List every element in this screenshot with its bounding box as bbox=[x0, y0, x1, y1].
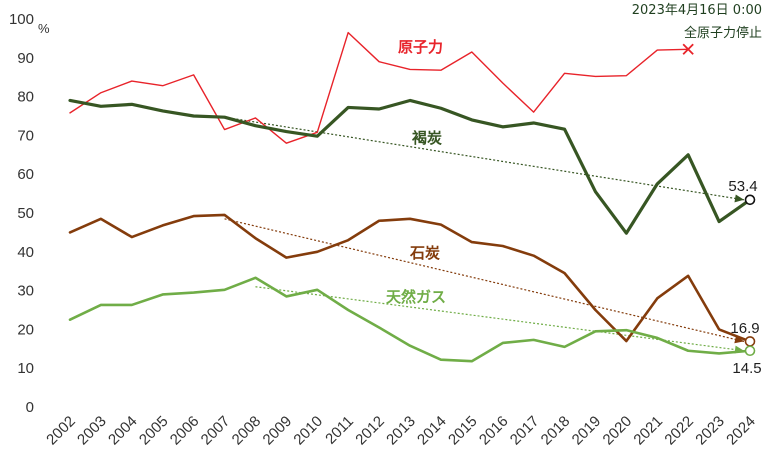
series-label-nuclear: 原子力 bbox=[398, 38, 443, 56]
x-tick-label-2011: 2011 bbox=[322, 413, 357, 448]
series-lines bbox=[68, 31, 752, 363]
x-tick-label-2007: 2007 bbox=[198, 413, 234, 449]
x-tick-label-2017: 2017 bbox=[507, 413, 543, 449]
series-line-1 bbox=[68, 98, 752, 235]
trend-lines bbox=[224, 116, 745, 354]
series-label-lignite: 褐炭 bbox=[411, 129, 442, 147]
end-label-lignite: 53.4 bbox=[728, 178, 757, 195]
series-label-gas: 天然ガス bbox=[386, 288, 446, 306]
x-tick-label-2015: 2015 bbox=[445, 413, 481, 449]
x-tick-label-2010: 2010 bbox=[290, 413, 326, 449]
end-markers bbox=[682, 43, 756, 357]
annotation-event: 全原子力停止 bbox=[684, 25, 762, 41]
y-tick-label-100: 100 bbox=[9, 11, 34, 28]
x-axis: 2002200320042005200620072008200920102011… bbox=[43, 413, 759, 449]
x-tick-label-2009: 2009 bbox=[260, 413, 296, 449]
y-tick-label-70: 70 bbox=[17, 127, 34, 144]
y-tick-label-0: 0 bbox=[26, 399, 34, 416]
annotation-date: 2023年4月16日 0:00 bbox=[632, 3, 762, 18]
y-axis: 0 10 20 30 40 50 60 70 80 90 100 bbox=[9, 11, 34, 416]
end-point-1 bbox=[744, 194, 756, 206]
x-tick-label-2022: 2022 bbox=[661, 413, 697, 449]
x-tick-label-2018: 2018 bbox=[538, 413, 574, 449]
y-tick-label-40: 40 bbox=[17, 244, 34, 261]
y-tick-label-30: 30 bbox=[17, 283, 34, 300]
end-cross-b-0 bbox=[682, 43, 694, 55]
y-tick-label-20: 20 bbox=[17, 321, 34, 338]
y-unit-label: % bbox=[38, 21, 50, 36]
x-tick-label-2016: 2016 bbox=[476, 413, 512, 449]
y-tick-label-80: 80 bbox=[17, 89, 34, 106]
y-tick-label-90: 90 bbox=[17, 50, 34, 67]
y-tick-label-10: 10 bbox=[17, 360, 34, 377]
trend-line-2 bbox=[224, 218, 745, 343]
series-line-2 bbox=[68, 213, 752, 343]
x-tick-label-2005: 2005 bbox=[136, 413, 172, 449]
x-tick-label-2002: 2002 bbox=[43, 413, 79, 449]
x-tick-label-2014: 2014 bbox=[414, 413, 450, 449]
trend-arrow-1 bbox=[734, 194, 744, 203]
end-point-3 bbox=[744, 345, 756, 357]
y-tick-label-50: 50 bbox=[17, 205, 34, 222]
x-tick-label-2024: 2024 bbox=[723, 413, 759, 449]
x-tick-label-2012: 2012 bbox=[352, 413, 388, 449]
x-tick-label-2023: 2023 bbox=[692, 413, 728, 449]
series-line-3 bbox=[68, 276, 752, 363]
x-tick-label-2019: 2019 bbox=[569, 413, 605, 449]
end-point-2 bbox=[744, 336, 756, 347]
y-tick-label-60: 60 bbox=[17, 166, 34, 183]
x-tick-label-2021: 2021 bbox=[630, 413, 666, 449]
end-label-coal: 16.9 bbox=[730, 320, 759, 337]
x-tick-label-2013: 2013 bbox=[383, 413, 419, 449]
x-tick-label-2003: 2003 bbox=[74, 413, 110, 449]
x-tick-label-2020: 2020 bbox=[600, 413, 636, 449]
end-label-gas: 14.5 bbox=[732, 360, 761, 377]
x-tick-label-2006: 2006 bbox=[167, 413, 203, 449]
trend-line-1 bbox=[224, 116, 745, 201]
x-tick-label-2004: 2004 bbox=[105, 413, 141, 449]
x-tick-label-2008: 2008 bbox=[229, 413, 265, 449]
series-label-coal: 石炭 bbox=[409, 244, 440, 262]
series-line-0 bbox=[69, 31, 689, 144]
